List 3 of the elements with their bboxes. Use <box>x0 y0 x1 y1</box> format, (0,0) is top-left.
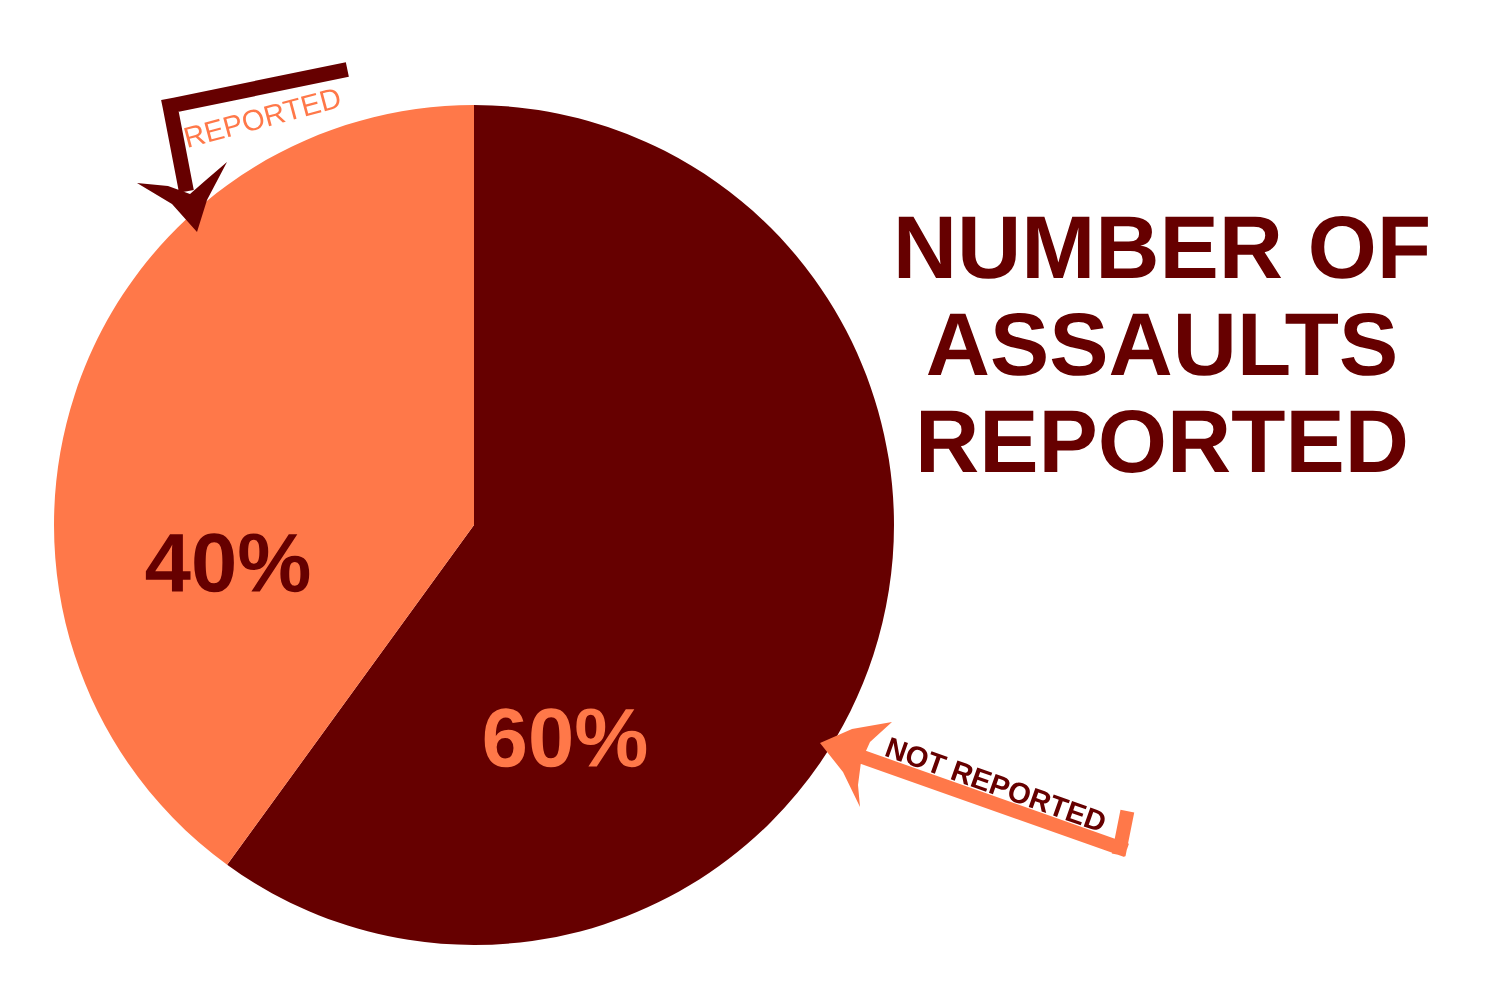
data-label: 60% <box>484 708 647 768</box>
data-label: 40% <box>145 533 310 593</box>
text: NUMBER OF ASSAULTS REPORTED <box>898 215 1428 473</box>
